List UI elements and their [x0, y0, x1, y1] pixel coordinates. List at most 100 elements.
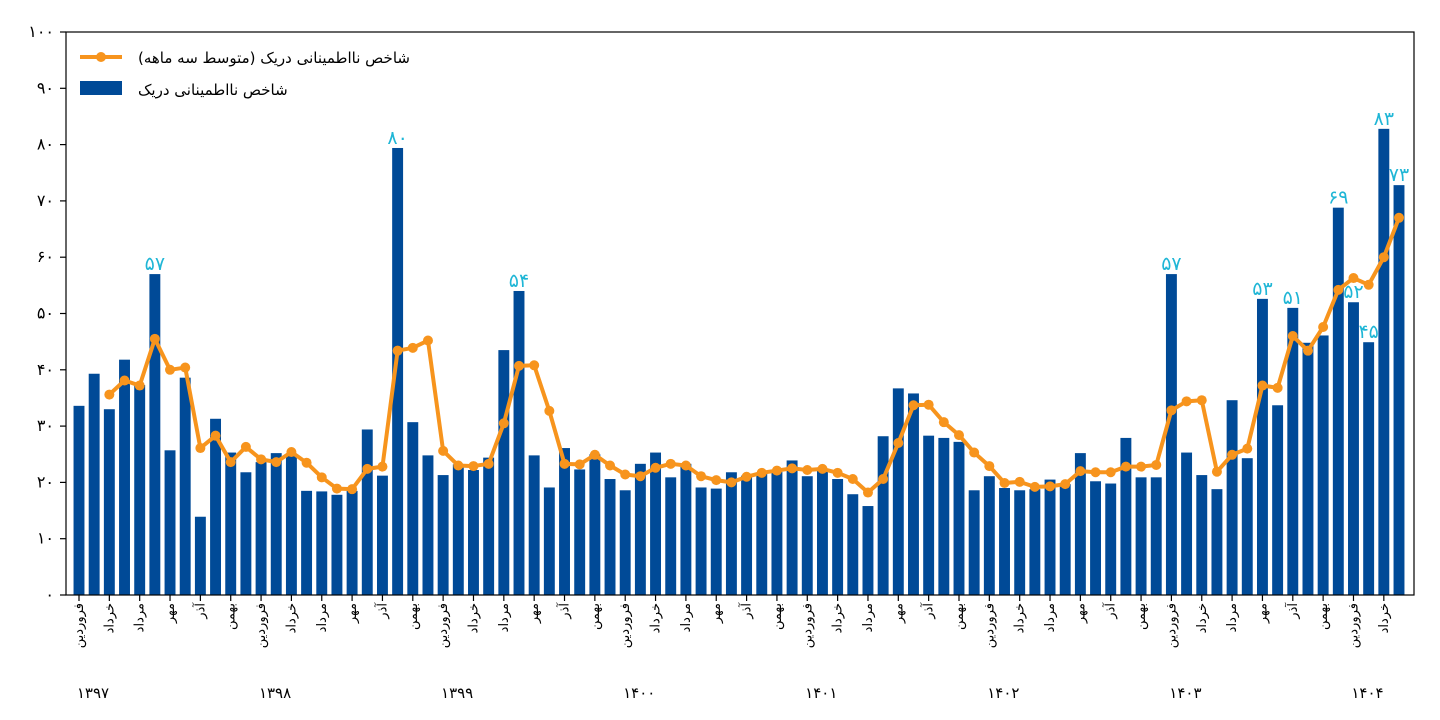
- bar: [361, 429, 373, 595]
- legend-line-marker: [96, 52, 106, 62]
- legend-bar-label: شاخص نااطمینانی دریک: [138, 81, 288, 99]
- y-tick-label: ۷۰: [37, 191, 54, 210]
- line-point: [195, 443, 206, 454]
- y-tick-label: ۱۰۰: [28, 22, 54, 41]
- line-point: [1045, 481, 1056, 492]
- data-label: ۵۲: [1343, 281, 1363, 303]
- y-tick-label: ۲۰: [37, 472, 54, 491]
- line-point: [1211, 466, 1222, 477]
- bar: [346, 490, 358, 595]
- x-tick-label: آذر: [1284, 602, 1301, 620]
- line-point: [1151, 459, 1162, 470]
- bar: [1302, 342, 1314, 595]
- data-label: ۵۳: [1252, 278, 1272, 300]
- x-tick-label: آذر: [738, 602, 755, 620]
- x-tick-label: مرداد: [679, 603, 694, 632]
- bar: [968, 490, 980, 595]
- x-tick-label: آذر: [556, 602, 573, 620]
- x-tick-label: خرداد: [1195, 603, 1210, 633]
- line-point: [726, 477, 737, 488]
- x-tick-label: مرداد: [1043, 603, 1058, 632]
- y-tick-label: ۳۰: [37, 416, 54, 435]
- x-tick-label: خرداد: [1013, 603, 1028, 633]
- legend: شاخص نااطمینانی دریک (متوسط سه ماهه) شاخ…: [80, 49, 410, 99]
- line-point: [1075, 466, 1086, 477]
- bar: [619, 490, 631, 595]
- x-tick-label: فروردین: [618, 603, 633, 648]
- x-tick-label: فروردین: [800, 603, 815, 648]
- bar-series: [73, 128, 1405, 596]
- x-tick-label: فروردین: [254, 603, 269, 648]
- line-point: [1257, 380, 1268, 391]
- bar: [1135, 477, 1147, 595]
- line-point: [301, 457, 312, 468]
- line-series: [104, 212, 1404, 498]
- x-tick-label: فروردین: [1346, 603, 1361, 648]
- legend-bar-swatch: [80, 81, 122, 95]
- line-point: [422, 335, 433, 346]
- bar: [1256, 298, 1268, 595]
- line-point: [574, 459, 585, 470]
- line-point: [969, 447, 980, 458]
- line-point: [1136, 461, 1147, 472]
- line-point: [605, 460, 616, 471]
- bar: [786, 460, 798, 595]
- bar: [908, 393, 919, 595]
- x-tick-label: بهمن: [588, 603, 603, 630]
- line-point: [453, 460, 464, 471]
- line-point: [878, 474, 889, 485]
- x-tick-label: مهر: [709, 603, 724, 624]
- line-point: [817, 463, 828, 474]
- line-point: [347, 484, 358, 495]
- line-point: [134, 380, 145, 391]
- data-label: ۵۷: [1161, 253, 1181, 275]
- x-tick-label: بهمن: [224, 603, 239, 630]
- x-tick-label: بهمن: [1316, 603, 1331, 630]
- line-point: [1196, 395, 1207, 406]
- bar: [771, 471, 783, 595]
- bar: [1090, 481, 1102, 595]
- bar: [983, 476, 995, 595]
- bar: [407, 422, 419, 595]
- line-point: [1272, 382, 1283, 393]
- line-point: [680, 460, 691, 471]
- data-label: ۷۳: [1389, 164, 1409, 186]
- bar: [119, 359, 130, 595]
- line-point: [1029, 481, 1040, 492]
- x-tick-label: مرداد: [861, 603, 876, 632]
- y-axis: ۰ ۱۰ ۲۰ ۳۰ ۴۰ ۵۰ ۶۰ ۷۰ ۸۰ ۹۰ ۱۰۰: [28, 22, 66, 604]
- bar: [149, 274, 161, 595]
- bar: [801, 476, 813, 595]
- line-point: [1227, 449, 1238, 460]
- bar: [862, 506, 874, 595]
- line-point: [1378, 252, 1389, 263]
- line-point: [1014, 476, 1025, 487]
- line-point: [271, 457, 282, 468]
- line-point: [180, 362, 191, 373]
- line-point: [665, 458, 676, 469]
- bar: [938, 437, 950, 595]
- bar: [695, 487, 707, 595]
- data-label: ۶۹: [1328, 187, 1348, 209]
- bar: [1044, 479, 1056, 595]
- x-tick-label: مهر: [345, 603, 360, 624]
- x-tick-label: مهر: [891, 603, 906, 624]
- bar: [1317, 335, 1329, 595]
- bar: [650, 452, 662, 595]
- bar: [559, 448, 570, 595]
- line-point: [1090, 467, 1101, 478]
- year-label: ۱۳۹۸: [259, 684, 291, 702]
- bar: [574, 469, 586, 595]
- bar: [285, 454, 297, 595]
- data-label: ۸۰: [387, 127, 407, 149]
- line-point: [377, 461, 388, 472]
- bar: [999, 488, 1010, 595]
- line-point: [650, 462, 661, 473]
- bar: [1120, 437, 1132, 595]
- line-point: [483, 458, 494, 469]
- x-tick-label: بهمن: [1134, 603, 1149, 630]
- x-tick-label: مهر: [1255, 603, 1270, 624]
- bar: [422, 455, 434, 595]
- line-point: [529, 360, 540, 371]
